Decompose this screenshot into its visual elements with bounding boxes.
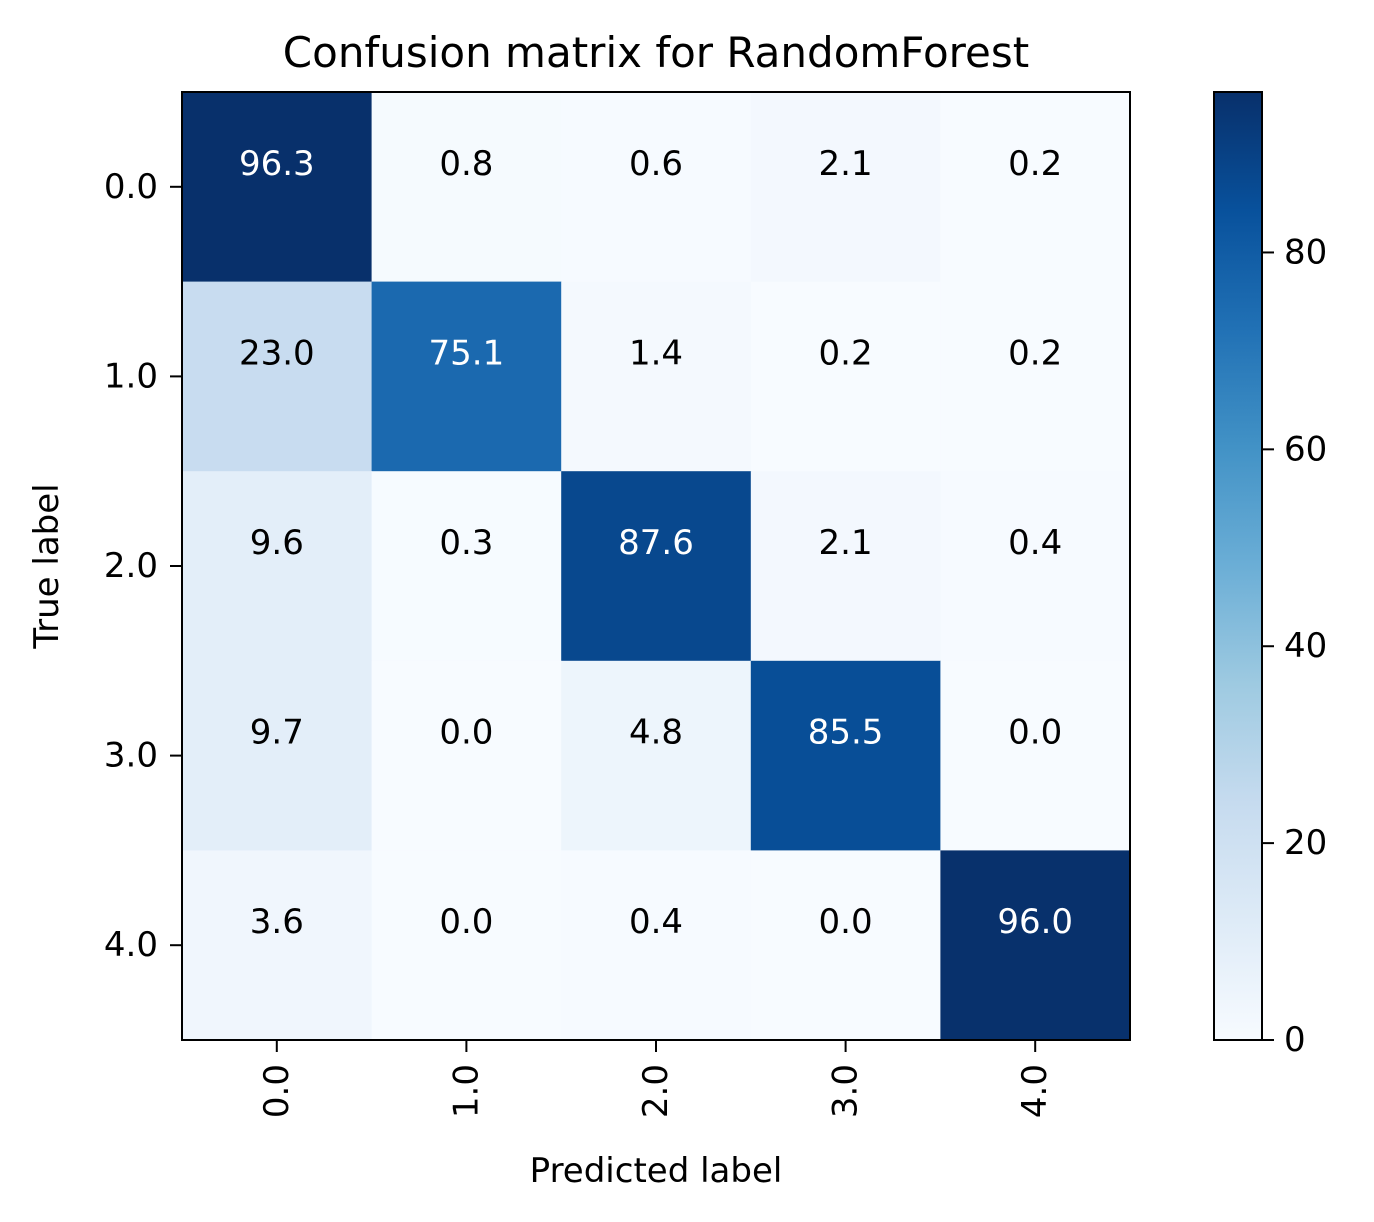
- y-tick-label: 4.0: [104, 925, 158, 965]
- heatmap-cell: [182, 281, 373, 472]
- y-tick-label: 0.0: [104, 167, 158, 207]
- heatmap-cell-value: 3.6: [250, 902, 304, 942]
- x-tick-label: 1.0: [446, 1064, 486, 1118]
- heatmap-cell: [561, 471, 752, 662]
- x-axis-ticks: 0.0 1.0 2.0 3.0 4.0: [257, 1040, 1055, 1118]
- y-tick-label: 1.0: [104, 356, 158, 396]
- heatmap-cell: [182, 471, 373, 662]
- y-axis-ticks: 0.0 1.0 2.0 3.0 4.0: [104, 167, 182, 965]
- heatmap-cell-value: 2.1: [819, 523, 873, 563]
- heatmap-cells: [182, 92, 1131, 1041]
- heatmap-cell-value: 96.3: [239, 144, 315, 184]
- colorbar-ticks: 0 20 40 60 80: [1262, 232, 1327, 1060]
- heatmap-cell-value: 0.0: [1008, 713, 1062, 753]
- heatmap-cell-value: 0.6: [629, 144, 683, 184]
- heatmap-cell-value: 85.5: [808, 713, 884, 753]
- heatmap-cell: [940, 660, 1131, 851]
- heatmap-cell: [561, 660, 752, 851]
- heatmap-cell: [940, 92, 1131, 283]
- heatmap-cell-value: 0.2: [1008, 144, 1062, 184]
- y-axis-label: True label: [27, 483, 67, 649]
- heatmap-cell-value: 4.8: [629, 713, 683, 753]
- heatmap-cell: [561, 281, 752, 472]
- heatmap-cell: [561, 92, 752, 283]
- heatmap-cell-value: 0.8: [439, 144, 493, 184]
- heatmap-cell-value: 0.0: [439, 713, 493, 753]
- heatmap-cell: [371, 92, 562, 283]
- heatmap-cell-value: 87.6: [618, 523, 694, 563]
- heatmap-cell-value: 0.2: [1008, 333, 1062, 373]
- heatmap-cell: [940, 281, 1131, 472]
- heatmap-cell: [182, 92, 373, 283]
- x-tick-label: 4.0: [1015, 1064, 1055, 1118]
- x-tick-label: 3.0: [826, 1064, 866, 1118]
- colorbar-tick-label: 0: [1284, 1020, 1306, 1060]
- x-axis-label: Predicted label: [530, 1151, 783, 1191]
- colorbar-tick-label: 40: [1284, 626, 1327, 666]
- heatmap-cell: [371, 471, 562, 662]
- heatmap-cell: [371, 660, 562, 851]
- heatmap-cell: [750, 92, 941, 283]
- heatmap-cell-value: 23.0: [239, 333, 315, 373]
- heatmap-cell-value: 9.6: [250, 523, 304, 563]
- heatmap-cell-value: 0.3: [439, 523, 493, 563]
- colorbar-tick-label: 80: [1284, 232, 1327, 272]
- heatmap-cell-value: 0.0: [439, 902, 493, 942]
- heatmap-cell-value: 1.4: [629, 333, 683, 373]
- y-tick-label: 2.0: [104, 546, 158, 586]
- colorbar: [1213, 91, 1263, 1041]
- heatmap-cell-value: 9.7: [250, 713, 304, 753]
- heatmap-cell-value: 0.4: [629, 902, 683, 942]
- heatmap-cell-value: 75.1: [429, 333, 505, 373]
- heatmap-cell: [940, 471, 1131, 662]
- heatmap-cell: [750, 281, 941, 472]
- chart-title: Confusion matrix for RandomForest: [283, 28, 1029, 77]
- heatmap-cell-value: 96.0: [997, 902, 1073, 942]
- heatmap-cell-value: 2.1: [819, 144, 873, 184]
- x-tick-label: 0.0: [257, 1064, 297, 1118]
- y-tick-label: 3.0: [104, 736, 158, 776]
- heatmap-cell-value: 0.4: [1008, 523, 1062, 563]
- colorbar-tick-label: 60: [1284, 429, 1327, 469]
- heatmap-cell: [750, 850, 941, 1041]
- heatmap-cell: [750, 660, 941, 851]
- heatmap-cell-labels: 96.3 0.8 0.6 2.1 0.2 23.0 75.1 1.4 0.2 0.2 9.6 0.3 8…: [239, 144, 1073, 942]
- heatmap-cell: [371, 850, 562, 1041]
- heatmap-cell: [182, 660, 373, 851]
- heatmap-cell-value: 0.0: [819, 902, 873, 942]
- colorbar-tick-label: 20: [1284, 823, 1327, 863]
- heatmap-cell: [182, 850, 373, 1041]
- heatmap-cell-value: 0.2: [819, 333, 873, 373]
- heatmap-cell: [561, 850, 752, 1041]
- heatmap-cell: [371, 281, 562, 472]
- heatmap-cell: [750, 471, 941, 662]
- x-tick-label: 2.0: [636, 1064, 676, 1118]
- heatmap-cell: [940, 850, 1131, 1041]
